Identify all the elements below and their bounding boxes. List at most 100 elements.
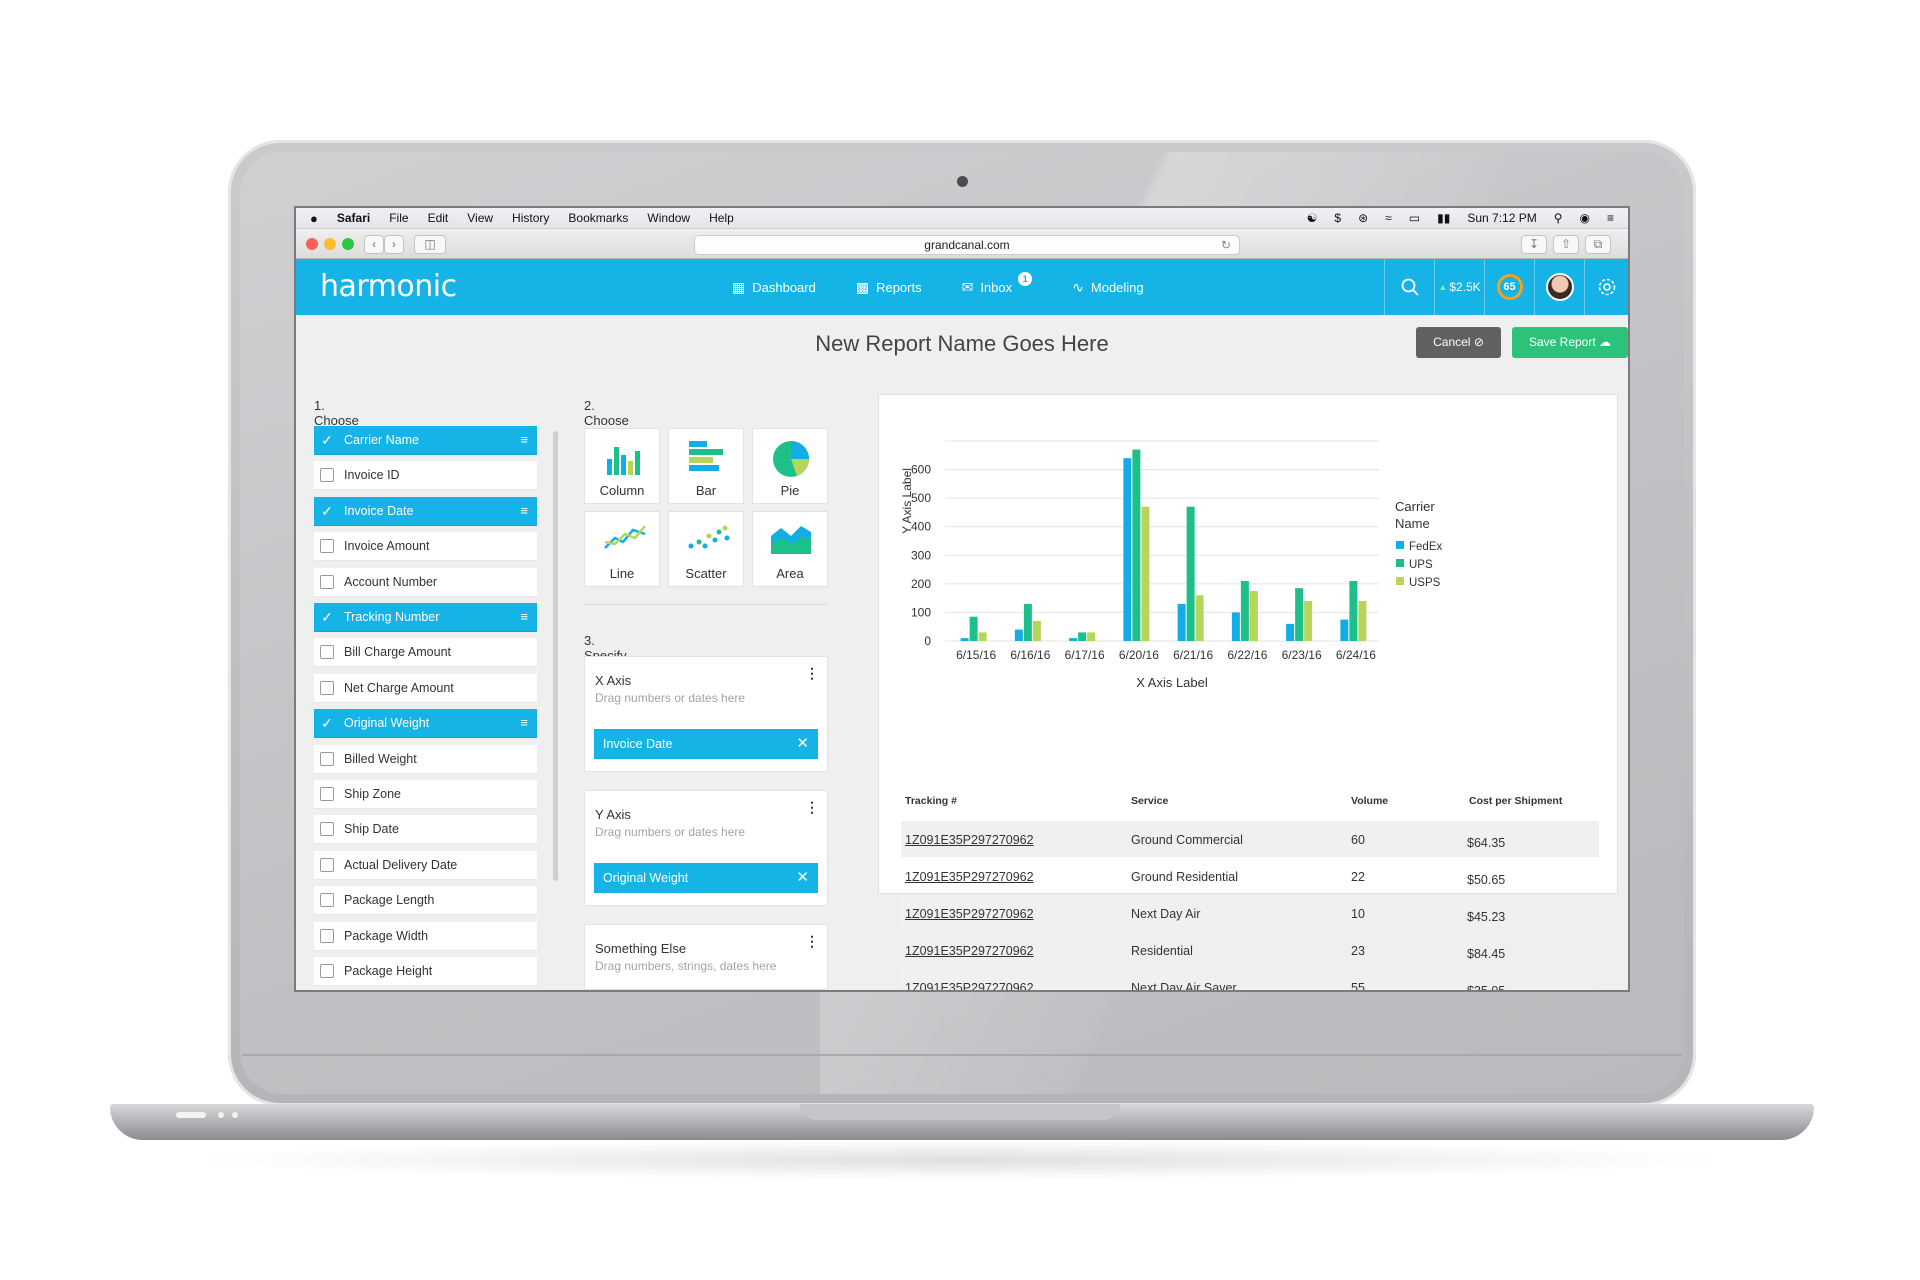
checkbox[interactable] xyxy=(320,822,334,837)
table-field-item[interactable]: Actual Delivery Date xyxy=(314,850,537,880)
col-header-service[interactable]: Service xyxy=(1131,795,1169,807)
profile-button[interactable] xyxy=(1534,259,1584,315)
wifi-icon[interactable]: ≈ xyxy=(1385,211,1392,225)
chart-canvas[interactable]: 0 100 200 300 400 500 600 6/15/16 6/16/16 6/17/16… xyxy=(879,395,1619,715)
kebab-menu-icon[interactable]: ⋮ xyxy=(805,799,819,815)
table-row[interactable]: 1Z091E35P297270962 Residential 23 $84.45 xyxy=(901,932,1599,968)
balance-indicator[interactable]: ▲ $2.5K xyxy=(1434,259,1484,315)
dollar-icon[interactable]: $ xyxy=(1334,211,1342,225)
drag-handle-icon[interactable]: ≡ xyxy=(520,609,528,624)
back-button[interactable]: ‹ xyxy=(364,235,384,254)
checkbox[interactable] xyxy=(320,787,334,801)
col-header-tracking[interactable]: Tracking # xyxy=(905,795,957,807)
chart-type-scatter[interactable]: Scatter xyxy=(668,511,744,587)
chart-type-area[interactable]: Area xyxy=(752,511,828,587)
table-row[interactable]: 1Z091E35P297270962 Next Day Air Saver 55 $3… xyxy=(901,969,1599,990)
close-icon[interactable]: ✕ xyxy=(796,735,809,752)
table-field-item[interactable]: Net Charge Amount xyxy=(314,673,537,703)
table-field-item[interactable]: Invoice Amount xyxy=(314,532,537,562)
kebab-menu-icon[interactable]: ⋮ xyxy=(805,665,819,681)
airplay-icon[interactable]: ▭ xyxy=(1408,211,1421,225)
save-report-button[interactable]: Save Report ☁ xyxy=(1512,327,1628,358)
menu-view[interactable]: View xyxy=(467,211,494,225)
sidebar-toggle-icon[interactable]: ◫ xyxy=(414,235,446,254)
checkbox[interactable] xyxy=(320,964,334,978)
checkbox-checked-icon[interactable]: ✓ xyxy=(321,502,333,519)
table-field-item[interactable]: Bill Charge Amount xyxy=(314,638,537,668)
table-field-item[interactable]: Ship Date xyxy=(314,815,537,845)
drag-handle-icon[interactable]: ≡ xyxy=(520,432,528,447)
reload-icon[interactable]: ↻ xyxy=(1220,238,1231,252)
table-field-item[interactable]: ✓ Original Weight ≡ xyxy=(314,709,537,739)
checkbox[interactable] xyxy=(320,928,334,943)
settings-button[interactable] xyxy=(1584,259,1628,315)
y-axis-field-chip[interactable]: Original Weight ✕ xyxy=(594,863,818,893)
search-button[interactable] xyxy=(1384,259,1434,315)
menu-file[interactable]: File xyxy=(389,211,409,225)
checkbox[interactable] xyxy=(320,857,334,872)
table-row[interactable]: 1Z091E35P297270962 Ground Commercial 60 $64… xyxy=(901,821,1599,857)
tabs-overview-icon[interactable]: ⧉ xyxy=(1585,235,1611,254)
window-zoom-button[interactable] xyxy=(342,238,354,250)
apple-icon[interactable]: ● xyxy=(310,210,318,226)
checkbox[interactable] xyxy=(320,680,334,695)
menu-bookmarks[interactable]: Bookmarks xyxy=(568,211,629,225)
score-button[interactable]: 65 xyxy=(1484,259,1534,315)
menu-help[interactable]: Help xyxy=(709,211,734,225)
tracking-link[interactable]: 1Z091E35P297270962 xyxy=(905,833,1034,847)
close-icon[interactable]: ✕ xyxy=(796,869,809,886)
table-field-item[interactable]: Package Length xyxy=(314,886,537,916)
col-header-volume[interactable]: Volume xyxy=(1351,795,1389,807)
table-field-item[interactable]: ✓ Invoice Date ≡ xyxy=(314,496,537,526)
checkbox[interactable] xyxy=(320,574,334,589)
window-close-button[interactable] xyxy=(306,238,318,250)
notification-center-icon[interactable]: ≡ xyxy=(1606,211,1614,225)
table-field-item[interactable]: Invoice ID xyxy=(314,461,537,491)
table-field-item[interactable]: ✓ Carrier Name ≡ xyxy=(314,426,537,455)
menu-window[interactable]: Window xyxy=(647,211,691,225)
downloads-icon[interactable]: ↧ xyxy=(1521,235,1547,254)
creative-cloud-icon[interactable]: ☯ xyxy=(1306,211,1318,225)
address-bar[interactable]: grandcanal.com ↻ xyxy=(694,235,1240,255)
siri-icon[interactable]: ◉ xyxy=(1579,211,1590,225)
checkbox[interactable] xyxy=(320,751,334,766)
menu-safari[interactable]: Safari xyxy=(336,211,371,225)
checkbox[interactable] xyxy=(320,468,334,483)
forward-button[interactable]: › xyxy=(384,235,404,254)
other-field-card[interactable]: Something Else Drag numbers, strings, da… xyxy=(584,924,828,990)
table-field-item[interactable]: Ship Zone xyxy=(314,780,537,809)
window-minimize-button[interactable] xyxy=(324,238,336,250)
cancel-button[interactable]: Cancel ⊘ xyxy=(1416,327,1501,358)
y-axis-card[interactable]: Y Axis Drag numbers or dates here ⋮ Orig… xyxy=(584,790,828,906)
table-field-item[interactable]: Billed Weight xyxy=(314,744,537,774)
x-axis-field-chip[interactable]: Invoice Date ✕ xyxy=(594,729,818,759)
table-row[interactable]: 1Z091E35P297270962 Ground Residential 22 $5… xyxy=(901,858,1599,894)
checkbox-checked-icon[interactable]: ✓ xyxy=(321,715,333,732)
table-row[interactable]: 1Z091E35P297270962 Next Day Air 10 $45.23 xyxy=(901,895,1599,931)
chart-type-line[interactable]: Line xyxy=(584,511,660,587)
chart-type-column[interactable]: Column xyxy=(584,428,660,504)
fields-scrollbar[interactable] xyxy=(553,431,558,881)
spotlight-icon[interactable]: ⚲ xyxy=(1553,211,1563,225)
x-axis-card[interactable]: X Axis Drag numbers or dates here ⋮ Invo… xyxy=(584,656,828,772)
bluetooth-icon[interactable]: ⊛ xyxy=(1358,211,1369,225)
report-title[interactable]: New Report Name Goes Here xyxy=(815,331,1109,356)
clock[interactable]: Sun 7:12 PM xyxy=(1467,211,1537,225)
nav-dashboard[interactable]: ▦ Dashboard xyxy=(732,279,816,296)
drag-handle-icon[interactable]: ≡ xyxy=(520,502,528,518)
tracking-link[interactable]: 1Z091E35P297270962 xyxy=(905,870,1034,884)
menu-edit[interactable]: Edit xyxy=(427,211,449,225)
checkbox[interactable] xyxy=(320,645,334,660)
checkbox-checked-icon[interactable]: ✓ xyxy=(321,432,333,448)
app-logo[interactable]: harmonic xyxy=(320,269,457,304)
tracking-link[interactable]: 1Z091E35P297270962 xyxy=(905,907,1034,921)
share-icon[interactable]: ⇧ xyxy=(1553,235,1579,254)
menu-history[interactable]: History xyxy=(512,211,550,225)
checkbox-checked-icon[interactable]: ✓ xyxy=(321,609,333,625)
table-field-item[interactable]: Account Number xyxy=(314,567,537,597)
chart-type-pie[interactable]: Pie xyxy=(752,428,828,504)
chart-type-bar[interactable]: Bar xyxy=(668,428,744,504)
nav-reports[interactable]: ▩ Reports xyxy=(856,279,922,296)
tracking-link[interactable]: 1Z091E35P297270962 xyxy=(905,944,1034,958)
tracking-link[interactable]: 1Z091E35P297270962 xyxy=(905,981,1034,990)
